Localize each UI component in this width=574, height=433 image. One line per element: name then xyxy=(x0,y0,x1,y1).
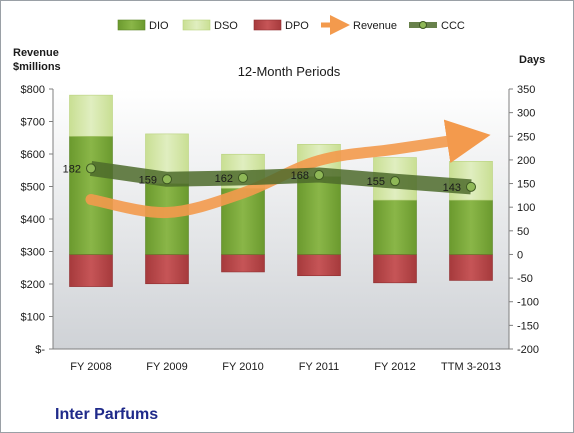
x-tick-label: FY 2011 xyxy=(299,361,340,373)
legend-label: DIO xyxy=(149,20,169,32)
bar-dio xyxy=(297,176,341,255)
legend-label: Revenue xyxy=(353,20,397,32)
ccc-data-label: 162 xyxy=(215,173,233,185)
legend-item-dpo: DPO xyxy=(253,19,309,32)
legend-swatch xyxy=(253,19,282,31)
legend-item-dio: DIO xyxy=(117,19,169,32)
bar-dio xyxy=(449,199,493,255)
bar-dpo xyxy=(297,254,341,277)
ccc-point xyxy=(86,163,96,174)
left-tick-label: $700 xyxy=(21,117,45,129)
right-tick-label: 150 xyxy=(517,179,535,191)
legend-label: DSO xyxy=(214,20,238,32)
ccc-point xyxy=(162,174,172,185)
legend-item-dso: DSO xyxy=(182,19,238,32)
left-tick-label: $800 xyxy=(21,84,45,96)
axes-layer: $- $100 $200 $300 $400 $500 $600 $700 $800 -200 -1… xyxy=(21,84,540,373)
ccc-point xyxy=(238,172,248,183)
bar-dpo xyxy=(221,254,265,273)
ccc-data-label: 168 xyxy=(291,170,309,182)
bar-dio xyxy=(373,199,417,255)
left-tick-label: $600 xyxy=(21,149,45,161)
right-tick-label: 200 xyxy=(517,155,535,167)
right-tick-label: 300 xyxy=(517,108,535,120)
bar-dio xyxy=(145,183,189,255)
right-tick-label: 250 xyxy=(517,131,535,143)
ccc-data-label: 159 xyxy=(139,174,157,186)
legend-label: DPO xyxy=(285,20,309,32)
legend-item-revenue: Revenue xyxy=(321,15,397,35)
ccc-point xyxy=(466,181,476,192)
left-tick-label: $400 xyxy=(21,214,45,226)
x-tick-label: FY 2009 xyxy=(146,361,187,373)
ccc-line xyxy=(89,160,472,195)
right-tick-label: 50 xyxy=(517,226,529,238)
right-tick-label: 350 xyxy=(517,84,535,96)
x-tick-label: TTM 3-2013 xyxy=(441,361,501,373)
ccc-data-label: 143 xyxy=(443,182,461,194)
bar-dpo xyxy=(145,254,189,285)
right-tick-label: -150 xyxy=(517,320,539,332)
legend-label: CCC xyxy=(441,20,465,32)
bar-dso xyxy=(69,94,113,137)
ccc-data-label: 182 xyxy=(63,163,81,175)
bar-dpo xyxy=(449,254,493,281)
plot-area xyxy=(53,89,509,349)
left-axis-label-line1: Revenue xyxy=(13,47,59,59)
legend-swatch xyxy=(117,19,146,31)
legend: DIO DSO DPO Revenue CCC xyxy=(117,15,465,35)
legend-swatch xyxy=(182,19,211,31)
bar-dpo xyxy=(69,254,113,287)
right-tick-label: 0 xyxy=(517,249,523,261)
right-tick-label: 100 xyxy=(517,202,535,214)
right-tick-label: -50 xyxy=(517,273,533,285)
company-name: Inter Parfums xyxy=(55,406,159,423)
left-tick-label: $500 xyxy=(21,182,45,194)
right-tick-label: -200 xyxy=(517,344,539,356)
left-axis-label-line2: $millions xyxy=(13,61,61,73)
right-axis-label: Days xyxy=(519,54,545,66)
bar-dpo xyxy=(373,254,417,284)
ccc-point xyxy=(390,176,400,187)
left-tick-label: $200 xyxy=(21,279,45,291)
legend-marker xyxy=(419,21,427,29)
x-tick-label: FY 2008 xyxy=(70,361,111,373)
left-tick-label: $300 xyxy=(21,247,45,259)
left-tick-label: $- xyxy=(35,344,45,356)
ccc-data-label: 155 xyxy=(367,176,385,188)
right-tick-label: -100 xyxy=(517,297,539,309)
chart-title: 12-Month Periods xyxy=(238,64,341,79)
x-tick-label: FY 2010 xyxy=(222,361,263,373)
left-tick-label: $100 xyxy=(21,312,45,324)
x-tick-label: FY 2012 xyxy=(374,361,415,373)
legend-item-ccc: CCC xyxy=(409,20,465,32)
ccc-layer: 182 159 162 168 155 143 xyxy=(63,160,476,195)
ccc-point xyxy=(314,170,324,181)
